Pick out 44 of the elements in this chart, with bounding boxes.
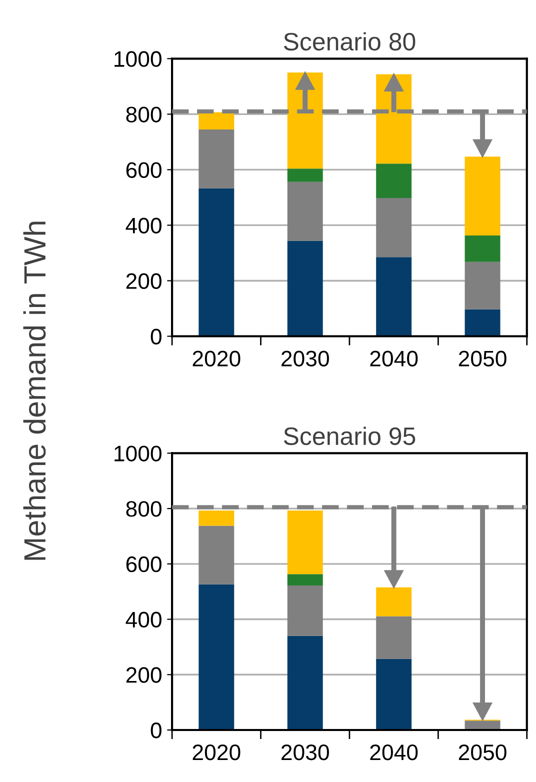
- bar: [376, 658, 412, 730]
- bar: [198, 526, 234, 584]
- y-tick-label: 600: [126, 162, 162, 178]
- y-tick-label: 800: [126, 106, 162, 122]
- y-tick-label: 1000: [114, 446, 162, 462]
- bar: [287, 636, 323, 730]
- x-tick-label: 2050: [458, 744, 506, 760]
- bar: [464, 309, 500, 336]
- bar: [376, 257, 412, 336]
- bar: [464, 262, 500, 310]
- y-tick-label: 400: [126, 218, 162, 234]
- bar: [198, 584, 234, 730]
- bar: [376, 616, 412, 659]
- y-tick-label: 0: [150, 328, 162, 345]
- bar: [287, 510, 323, 574]
- y-tick-label: 200: [126, 667, 162, 683]
- bar: [464, 235, 500, 262]
- bar: [287, 574, 323, 586]
- y-tick-label: 200: [126, 273, 162, 290]
- bar: [287, 182, 323, 241]
- y-tick-label: 600: [126, 556, 162, 572]
- x-tick-label: 2040: [370, 350, 418, 366]
- bar: [198, 510, 234, 526]
- x-tick-label: 2020: [192, 350, 240, 366]
- bar: [198, 129, 234, 188]
- bar: [198, 188, 234, 336]
- y-axis-title: Methane demand in TWh: [23, 222, 46, 560]
- x-tick-label: 2030: [282, 350, 329, 366]
- x-tick-label: 2020: [192, 744, 240, 760]
- bar: [376, 198, 412, 258]
- bar: [287, 168, 323, 182]
- bar: [198, 112, 234, 130]
- x-tick-label: 2040: [370, 744, 418, 760]
- y-tick-label: 400: [126, 612, 162, 628]
- chart-title: Scenario 80: [284, 32, 416, 51]
- y-tick-label: 1000: [114, 51, 162, 67]
- chart-title: Scenario 95: [284, 426, 416, 446]
- x-tick-label: 2030: [282, 744, 329, 760]
- y-tick-label: 0: [150, 722, 162, 738]
- x-tick-label: 2050: [458, 350, 506, 366]
- bar: [287, 240, 323, 336]
- bar: [287, 585, 323, 636]
- bar: [376, 164, 412, 198]
- y-tick-label: 800: [126, 501, 162, 517]
